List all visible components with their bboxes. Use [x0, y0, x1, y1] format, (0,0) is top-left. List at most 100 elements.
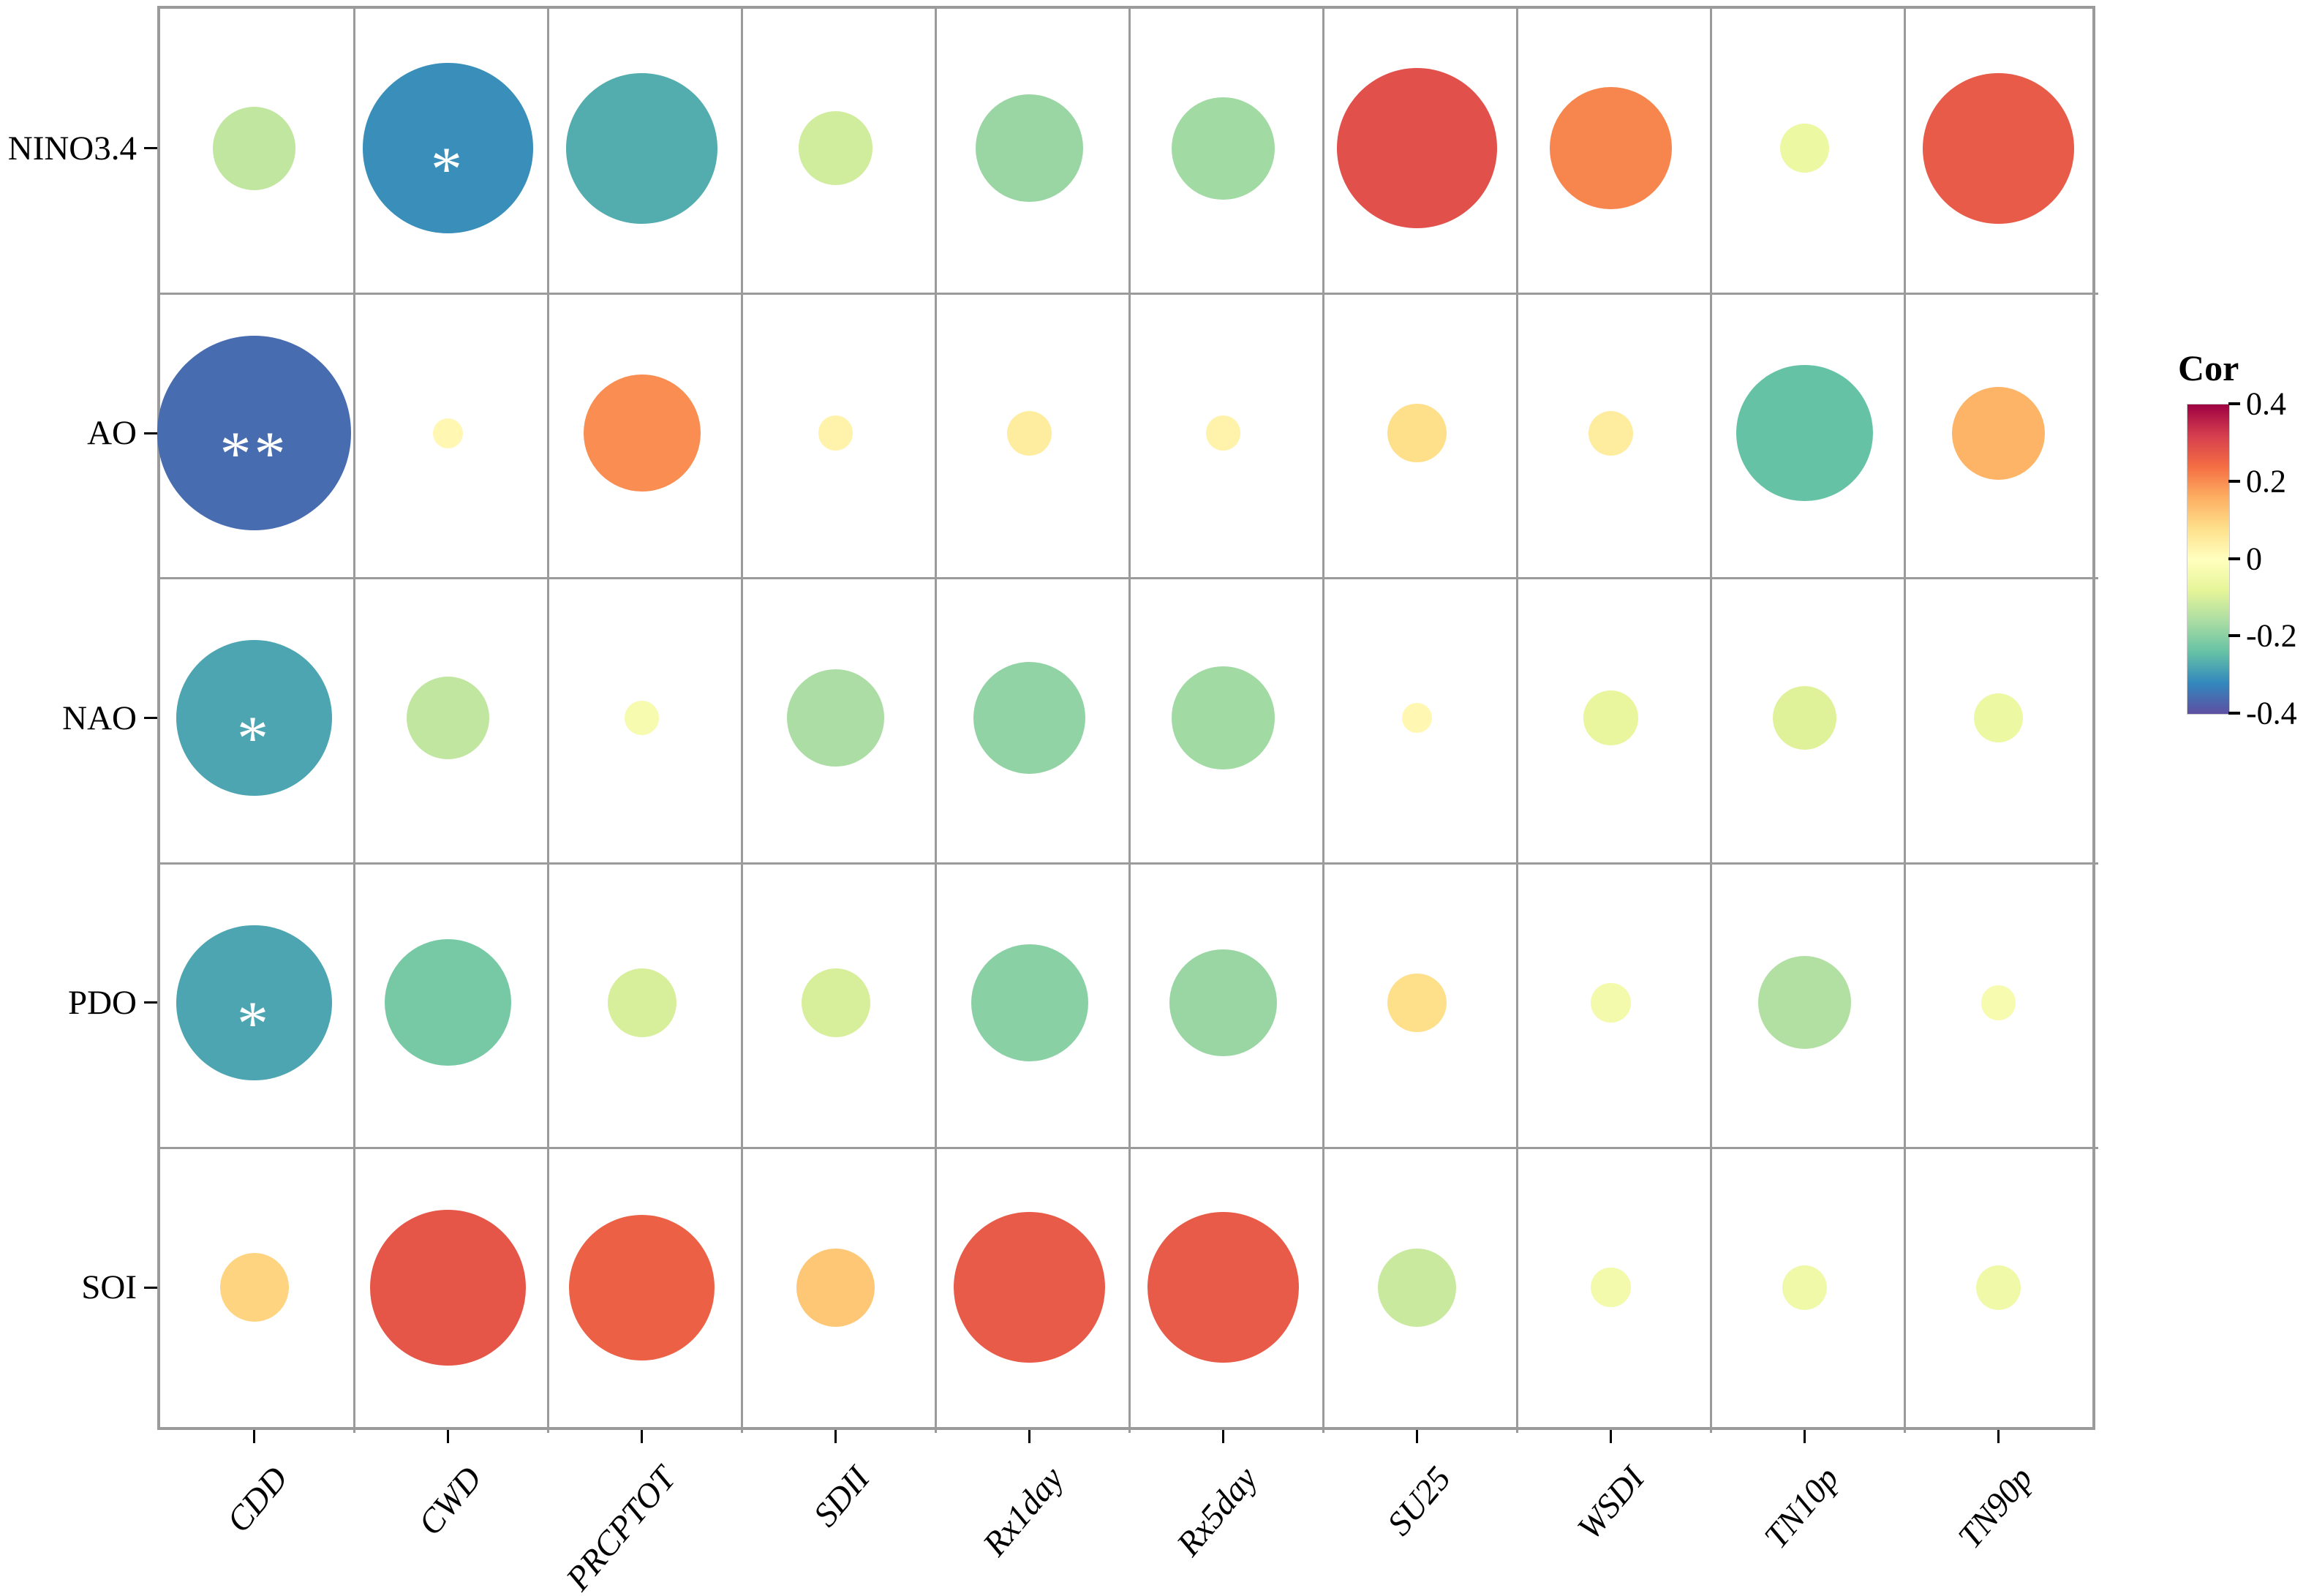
correlation-bubble-NINO3.4-CWD: *: [363, 63, 533, 233]
x-axis-tick: [641, 1430, 643, 1443]
correlation-bubble-NAO-SDII: [786, 669, 885, 767]
y-axis-label-PDO: PDO: [67, 983, 137, 1022]
correlation-bubble-SOI-WSDI: [1591, 1268, 1631, 1308]
grid-line-horizontal: [160, 862, 2098, 865]
x-axis-label-TN10p: TN10p: [1756, 1459, 1847, 1557]
correlation-bubble-SOI-SDII: [796, 1248, 875, 1327]
legend-tick-label-0.2: 0.2: [2246, 463, 2286, 500]
legend-tick-label-0: 0: [2246, 541, 2262, 576]
correlation-bubble-NINO3.4-SU25: [1336, 68, 1498, 229]
plot-panel: * ** * *: [157, 6, 2098, 1433]
x-axis-label-CDD: CDD: [219, 1459, 296, 1540]
grid-line-vertical: [353, 9, 355, 1433]
x-axis-label-TN90p: TN90p: [1950, 1459, 2040, 1557]
correlation-bubble-PDO-SU25: [1387, 973, 1447, 1033]
grid-line-vertical: [740, 9, 743, 1433]
x-axis-tick: [1997, 1430, 2000, 1443]
x-axis-label-PRCPTOT: PRCPTOT: [558, 1459, 684, 1596]
legend-tick: [2228, 712, 2240, 715]
y-axis-tick: [144, 432, 157, 434]
y-axis-label-SOI: SOI: [81, 1268, 137, 1307]
correlation-bubble-PDO-CDD: *: [176, 925, 332, 1081]
legend-tick-label-0.4: 0.4: [2246, 385, 2286, 422]
correlation-bubble-NAO-TN90p: [1973, 693, 2024, 743]
correlation-bubble-NAO-Rx5day: [1172, 666, 1275, 769]
grid-line-vertical: [1515, 9, 1518, 1433]
y-axis-label-AO: AO: [87, 414, 137, 453]
y-axis-tick: [144, 717, 157, 719]
correlation-bubble-SOI-Rx1day: [954, 1212, 1105, 1363]
x-axis-tick: [834, 1430, 837, 1443]
grid-line-vertical: [546, 9, 549, 1433]
correlation-bubble-AO-SDII: [818, 415, 853, 451]
correlation-bubble-AO-WSDI: [1588, 410, 1633, 456]
legend-title: Cor: [2178, 347, 2239, 388]
correlation-bubble-NINO3.4-WSDI: [1550, 87, 1672, 209]
x-axis-label-SDII: SDII: [806, 1459, 878, 1535]
correlation-bubble-SOI-TN10p: [1782, 1265, 1827, 1310]
legend-tick: [2228, 402, 2240, 405]
legend-tick: [2228, 634, 2240, 638]
y-axis-tick: [144, 1286, 157, 1289]
correlation-bubble-SOI-Rx5day: [1147, 1212, 1299, 1363]
correlation-bubble-PDO-PRCPTOT: [607, 968, 677, 1037]
y-axis-label-NINO3.4: NINO3.4: [7, 129, 137, 167]
correlation-bubble-NAO-CWD: [406, 676, 490, 760]
correlation-bubble-SOI-PRCPTOT: [568, 1214, 715, 1361]
correlation-bubble-SOI-SU25: [1377, 1248, 1457, 1327]
x-axis-label-Rx5day: Rx5day: [1169, 1459, 1265, 1564]
grid-line-vertical: [1903, 9, 1906, 1433]
correlation-bubble-NAO-TN10p: [1772, 685, 1837, 750]
correlation-bubble-NINO3.4-PRCPTOT: [566, 72, 717, 224]
x-axis-tick: [1610, 1430, 1612, 1443]
grid-line-vertical: [1709, 9, 1712, 1433]
grid-line-horizontal: [160, 1147, 2098, 1150]
x-axis-tick: [1804, 1430, 1806, 1443]
correlation-bubble-NAO-WSDI: [1583, 690, 1638, 745]
x-axis-tick: [1222, 1430, 1224, 1443]
x-axis-label-CWD: CWD: [411, 1459, 490, 1543]
grid-line-vertical: [1322, 9, 1324, 1433]
correlation-bubble-AO-Rx1day: [1007, 410, 1052, 456]
correlation-bubble-SOI-CDD: [219, 1253, 289, 1322]
y-axis-tick: [144, 1001, 157, 1004]
correlation-bubble-NINO3.4-Rx1day: [976, 94, 1083, 203]
correlation-bubble-NAO-CDD: *: [176, 640, 332, 796]
correlation-bubble-PDO-CWD: [384, 939, 512, 1066]
correlation-bubble-AO-Rx5day: [1205, 415, 1241, 451]
correlation-bubble-NAO-Rx1day: [973, 661, 1086, 775]
grid-line-horizontal: [160, 292, 2098, 295]
correlation-bubble-PDO-TN10p: [1758, 956, 1851, 1050]
correlation-bubble-NINO3.4-CDD: [212, 106, 296, 190]
grid-line-horizontal: [160, 577, 2098, 580]
correlation-bubble-AO-SU25: [1387, 403, 1447, 463]
legend-tick: [2228, 479, 2240, 483]
correlation-bubble-PDO-TN90p: [1981, 985, 2016, 1020]
correlation-bubble-AO-TN10p: [1736, 364, 1873, 502]
legend-tick-label--0.4: -0.4: [2246, 695, 2297, 731]
correlation-bubble-AO-CDD: **: [157, 336, 352, 530]
correlation-bubble-NINO3.4-SDII: [799, 111, 873, 185]
x-axis-label-WSDI: WSDI: [1570, 1459, 1653, 1548]
correlation-bubble-AO-CWD: [432, 418, 464, 448]
correlation-bubble-NAO-SU25: [1401, 702, 1433, 734]
correlation-bubble-AO-PRCPTOT: [583, 374, 701, 492]
legend-tick-label--0.2: -0.2: [2246, 617, 2297, 654]
correlation-bubble-NINO3.4-TN90p: [1923, 72, 2074, 224]
x-axis-label-SU25: SU25: [1380, 1459, 1459, 1543]
legend-tick: [2228, 557, 2240, 560]
x-axis-tick: [447, 1430, 449, 1443]
correlation-bubble-PDO-WSDI: [1591, 982, 1631, 1023]
correlation-bubble-SOI-CWD: [370, 1209, 526, 1366]
y-axis-tick: [144, 147, 157, 150]
x-axis-tick: [253, 1430, 255, 1443]
grid-line-vertical: [1128, 9, 1131, 1433]
correlation-bubble-PDO-SDII: [801, 968, 870, 1037]
correlation-bubble-SOI-TN90p: [1976, 1265, 2021, 1310]
correlation-bubble-NAO-PRCPTOT: [624, 700, 660, 736]
correlation-bubble-NINO3.4-TN10p: [1779, 123, 1830, 173]
x-axis-label-Rx1day: Rx1day: [975, 1459, 1071, 1564]
correlation-bubble-PDO-Rx5day: [1169, 949, 1277, 1057]
x-axis-tick: [1416, 1430, 1418, 1443]
x-axis-tick: [1028, 1430, 1030, 1443]
